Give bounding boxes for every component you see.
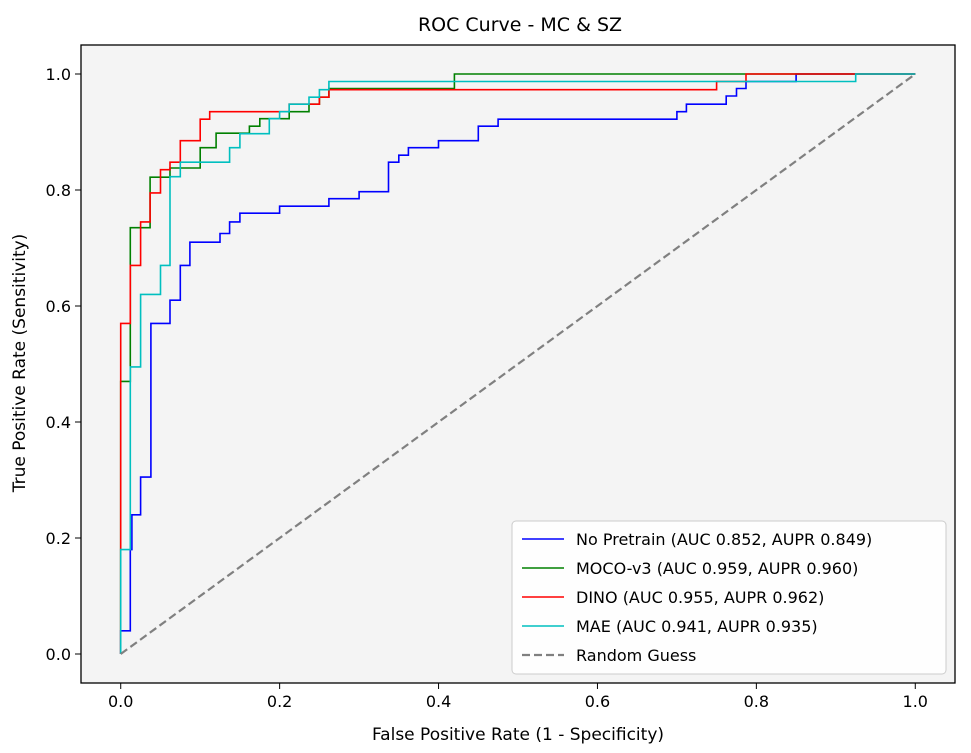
legend-label: MOCO-v3 (AUC 0.959, AUPR 0.960) (576, 559, 858, 578)
legend-box (511, 520, 947, 675)
x-axis-label: False Positive Rate (1 - Specificity) (372, 725, 664, 745)
x-tick-label: 0.8 (744, 692, 769, 711)
x-tick-label: 0.4 (426, 692, 451, 711)
x-tick-label: 0.0 (108, 692, 133, 711)
y-tick-label: 0.6 (46, 297, 71, 316)
series-line-4 (120, 73, 916, 655)
y-tick-label: 0.4 (46, 413, 71, 432)
x-axis: 0.0 0.2 0.4 0.6 0.8 1.0 (108, 683, 928, 711)
legend-label: Random Guess (576, 646, 696, 665)
plot-frame (80, 44, 956, 684)
y-tick-label: 0.0 (46, 645, 71, 664)
series-line-3 (119, 73, 916, 654)
y-tick-label: 0.8 (46, 181, 71, 200)
y-tick-label: 0.2 (46, 529, 71, 548)
y-axis: 0.0 0.2 0.4 0.6 0.8 1.0 (46, 65, 81, 664)
series-line-0 (119, 73, 916, 654)
chart-title: ROC Curve - MC & SZ (418, 14, 622, 36)
x-tick-label: 0.6 (585, 692, 610, 711)
x-tick-label: 1.0 (903, 692, 928, 711)
series-layer (119, 73, 916, 655)
legend-label: MAE (AUC 0.941, AUPR 0.935) (576, 617, 818, 636)
y-tick-label: 1.0 (46, 65, 71, 84)
series-line-2 (119, 73, 916, 654)
legend-label: No Pretrain (AUC 0.852, AUPR 0.849) (576, 530, 872, 549)
legend-label: DINO (AUC 0.955, AUPR 0.962) (576, 588, 824, 607)
legend: No Pretrain (AUC 0.852, AUPR 0.849) MOCO-… (511, 520, 947, 675)
y-axis-label: True Positive Rate (Sensitivity) (10, 234, 30, 494)
x-tick-label: 0.2 (267, 692, 292, 711)
